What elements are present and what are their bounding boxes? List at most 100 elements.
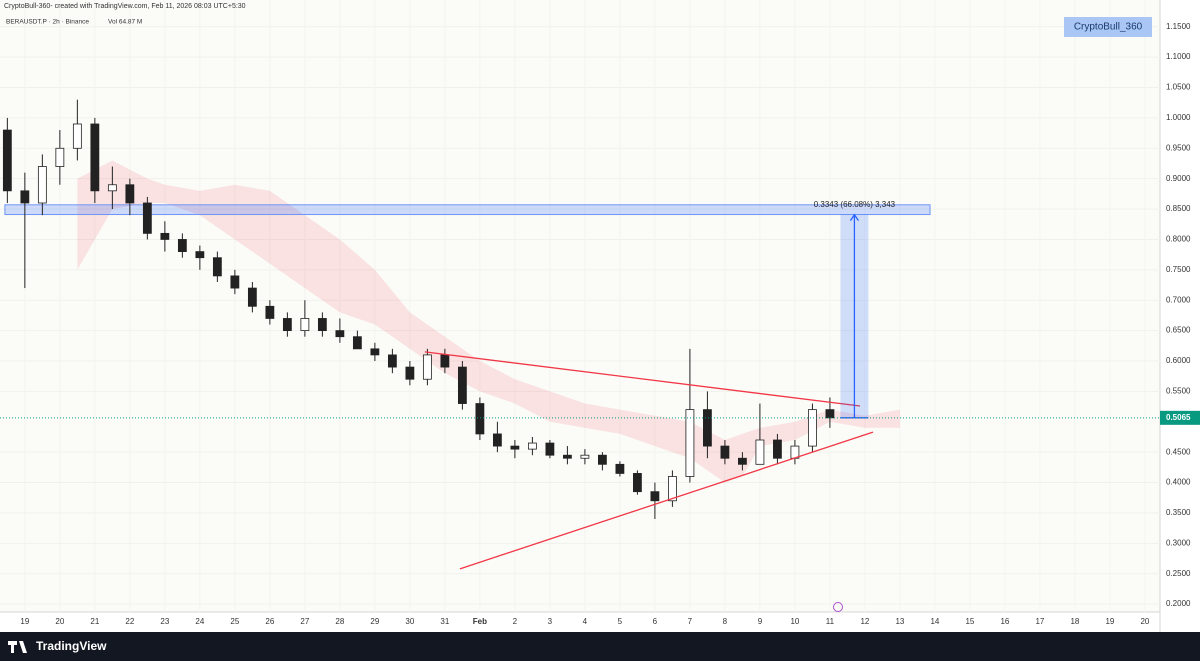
- candle-body: [598, 454, 607, 465]
- x-tick-label: 20: [55, 617, 64, 626]
- plot-background: [0, 0, 1160, 612]
- y-tick-label: 1.1000: [1166, 52, 1191, 61]
- y-tick-label: 0.6500: [1166, 326, 1191, 335]
- y-tick-label: 1.0000: [1166, 113, 1191, 122]
- candle-body: [160, 232, 170, 240]
- measure-arrowhead: [849, 213, 859, 222]
- y-tick-label: 0.6000: [1166, 356, 1191, 365]
- x-tick-label: 15: [965, 617, 974, 626]
- event-icon: [833, 602, 843, 612]
- x-tick-label: 16: [1000, 617, 1009, 626]
- y-tick-label: 0.2000: [1166, 599, 1191, 608]
- y-tick-label: 0.9000: [1166, 174, 1191, 183]
- ichimoku-cloud: [77, 160, 900, 483]
- y-tick-label: 0.7500: [1166, 265, 1191, 274]
- y-tick-label: 0.9500: [1166, 143, 1191, 152]
- candle-body: [720, 445, 730, 459]
- caption: CryptoBull-360- created with TradingView…: [4, 3, 246, 10]
- x-tick-label: 2: [513, 617, 518, 626]
- candle-body: [72, 123, 82, 149]
- y-tick-label: 0.5500: [1166, 386, 1191, 395]
- x-tick-label: 5: [618, 617, 623, 626]
- x-tick-label: 24: [195, 617, 204, 626]
- candle-body: [107, 184, 117, 192]
- candle-body: [37, 166, 47, 204]
- x-tick-label: 19: [1105, 617, 1114, 626]
- x-tick-label: 21: [90, 617, 99, 626]
- y-tick-label: 0.2500: [1166, 569, 1191, 578]
- price-axis: [1160, 0, 1200, 632]
- x-tick-label: 9: [758, 617, 763, 626]
- x-tick-label: 26: [265, 617, 274, 626]
- x-tick-label: 8: [723, 617, 728, 626]
- candle-body: [20, 190, 30, 204]
- candle-body: [825, 409, 835, 419]
- candle-body: [440, 354, 450, 368]
- candle-body: [405, 366, 415, 380]
- y-tick-label: 0.7000: [1166, 295, 1191, 304]
- candle-body: [755, 439, 765, 465]
- volume: Vol 64.87 M: [108, 19, 142, 26]
- logo: [8, 641, 27, 653]
- candle-body: [668, 476, 677, 502]
- badge: [1064, 17, 1152, 37]
- candle-body: [422, 354, 432, 380]
- candle-body: [2, 129, 12, 192]
- candle-body: [55, 147, 65, 167]
- candle-body: [335, 330, 345, 338]
- candle-body: [650, 491, 660, 502]
- candle-body: [142, 202, 152, 234]
- x-tick-label: 25: [230, 617, 239, 626]
- candle-body: [317, 318, 327, 332]
- x-tick-label: 13: [895, 617, 904, 626]
- candle-body: [282, 318, 292, 332]
- y-tick-label: 1.0500: [1166, 83, 1191, 92]
- candle-body: [773, 439, 782, 459]
- candle-body: [545, 442, 555, 456]
- candle-body: [492, 433, 502, 447]
- candle-body: [527, 442, 537, 450]
- y-tick-label: 0.4500: [1166, 447, 1191, 456]
- x-tick-label: 18: [1070, 617, 1079, 626]
- measure-label: 0.3343 (66.08%) 3,343: [814, 200, 896, 209]
- candle-body: [387, 354, 397, 368]
- x-tick-label: 19: [20, 617, 29, 626]
- y-tick-label: 0.3500: [1166, 508, 1191, 517]
- x-tick-label: 28: [335, 617, 344, 626]
- candle-body: [352, 336, 362, 350]
- candle-body: [703, 409, 712, 447]
- candle-body: [808, 409, 817, 447]
- grid: [0, 26, 1160, 605]
- x-tick-label: 12: [860, 617, 869, 626]
- x-tick-label: Feb: [473, 617, 487, 626]
- x-tick-label: 31: [440, 617, 449, 626]
- x-tick-label: 23: [160, 617, 169, 626]
- candle-body: [230, 275, 240, 289]
- last-price-box: [1160, 410, 1200, 425]
- candle-body: [475, 403, 485, 435]
- candle-body: [90, 123, 100, 192]
- symbol: BERAUSDT.P · 2h · Binance: [6, 19, 89, 26]
- y-tick-label: 0.8000: [1166, 235, 1191, 244]
- brand: TradingView: [36, 639, 107, 653]
- candle-body: [195, 251, 205, 259]
- candle-body: [562, 454, 572, 459]
- x-tick-label: 29: [370, 617, 379, 626]
- last-price-label: 0.5065: [1166, 413, 1191, 422]
- x-tick-label: 6: [653, 617, 658, 626]
- candle-body: [685, 409, 695, 477]
- x-tick-label: 30: [405, 617, 414, 626]
- badge-text: CryptoBull_360: [1074, 22, 1143, 33]
- x-tick-label: 3: [548, 617, 553, 626]
- footer: [0, 632, 1200, 661]
- candle-body: [212, 257, 222, 277]
- candle-body: [457, 366, 467, 404]
- y-tick-label: 0.4000: [1166, 478, 1191, 487]
- candle-body: [738, 457, 747, 465]
- candle-body: [300, 318, 310, 332]
- candle-body: [633, 473, 642, 493]
- x-tick-label: 11: [826, 617, 835, 626]
- plot: [0, 99, 1160, 570]
